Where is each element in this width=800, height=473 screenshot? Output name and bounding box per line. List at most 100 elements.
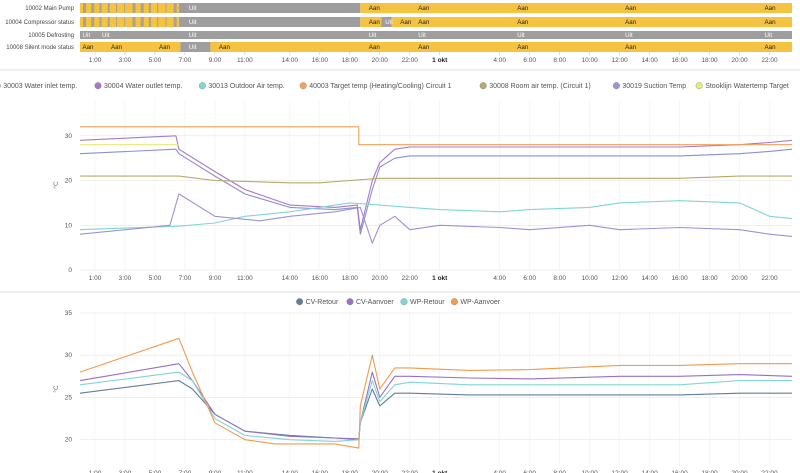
timeline-state-label: Aan xyxy=(517,5,529,12)
timeline-x-tick-label: 22:00 xyxy=(761,57,778,64)
legend-marker[interactable] xyxy=(479,82,487,90)
timeline-state-label: Aan xyxy=(765,44,777,51)
timeline-stripe xyxy=(165,17,167,27)
legend-entry[interactable]: CV-Aanvoer xyxy=(356,299,394,306)
timeline-x-tick-label: 9:00 xyxy=(209,57,222,64)
series-line[interactable] xyxy=(79,200,793,231)
legend-marker[interactable] xyxy=(346,298,354,306)
timeline-state-label: Uit xyxy=(625,32,633,39)
series-line[interactable] xyxy=(79,363,793,440)
timeline-state-label: Aan xyxy=(517,19,529,26)
legend-marker[interactable] xyxy=(299,82,307,90)
timeline-state-label: Aan xyxy=(219,44,231,51)
x-tick-label: 7:00 xyxy=(179,275,192,282)
timeline-stripe xyxy=(140,17,144,27)
timeline-segment xyxy=(360,17,382,27)
series-line[interactable] xyxy=(79,135,793,231)
series-line[interactable] xyxy=(79,337,792,449)
timeline-stripe xyxy=(124,3,126,13)
timeline-segment xyxy=(80,3,179,13)
y-tick-label: 30 xyxy=(65,352,73,359)
timeline-state-label: Uit xyxy=(369,32,377,39)
x-tick-label: 20:00 xyxy=(731,470,748,473)
timeline-stripe xyxy=(148,3,151,13)
timeline-stripe xyxy=(173,3,177,13)
x-tick-label: 14:00 xyxy=(641,470,658,473)
x-tick-label: 1 okt xyxy=(432,275,448,282)
series-line[interactable] xyxy=(79,371,792,442)
timeline-row-label: 10008 Silent mode status xyxy=(6,45,74,51)
legend-marker[interactable] xyxy=(198,82,206,90)
x-tick-label: 1:00 xyxy=(89,470,102,473)
timeline-state-label: Aan xyxy=(517,44,529,51)
timeline-segment xyxy=(360,3,792,13)
x-tick-label: 16:00 xyxy=(312,470,329,473)
timeline-state-label: Aan xyxy=(159,44,171,51)
x-tick-label: 18:00 xyxy=(342,275,359,282)
x-tick-label: 22:00 xyxy=(402,470,419,473)
series-line[interactable] xyxy=(80,175,792,184)
legend-marker[interactable] xyxy=(450,298,458,306)
legend-entry[interactable]: Stooklijn Watertemp Target xyxy=(705,83,789,90)
x-tick-label: 14:00 xyxy=(641,275,658,282)
timeline-segment xyxy=(381,17,392,27)
legend-marker[interactable] xyxy=(695,82,703,90)
timeline-state-label: Aan xyxy=(418,44,430,51)
legend-marker[interactable] xyxy=(0,82,1,89)
temperature-chart-2: CV-Retour CV-Aanvoer WP-Retour WP-Aanvoer 20… xyxy=(52,298,793,473)
timeline-state-label: Uit xyxy=(517,32,525,39)
legend-entry[interactable]: 30008 Room air temp. (Circuit 1) xyxy=(489,83,591,90)
timeline-state-label: Aan xyxy=(82,44,94,51)
timeline-state-label: Aan xyxy=(765,19,777,26)
legend-entry[interactable]: WP-Aanvoer xyxy=(460,299,500,306)
timeline-x-tick-label: 16:00 xyxy=(312,57,329,64)
x-tick-label: 20:00 xyxy=(372,470,389,473)
timeline-stripe xyxy=(107,3,110,13)
legend-marker[interactable] xyxy=(612,82,620,90)
y-tick-label: 25 xyxy=(65,394,73,401)
x-tick-label: 8:00 xyxy=(553,275,566,282)
legend-entry[interactable]: 30013 Outdoor Air temp. xyxy=(208,83,284,90)
legend-entry[interactable]: 30019 Suction Temp xyxy=(622,83,686,90)
series-line[interactable] xyxy=(79,148,793,235)
timeline-stripe xyxy=(91,17,95,27)
legend-entry[interactable]: 30003 Water inlet temp. xyxy=(3,83,77,90)
x-tick-label: 5:00 xyxy=(149,275,162,282)
x-tick-label: 8:00 xyxy=(553,470,566,473)
x-tick-label: 10:00 xyxy=(582,275,599,282)
timeline-x-tick-label: 14:00 xyxy=(641,57,658,64)
timeline-stripe xyxy=(107,17,110,27)
series-line[interactable] xyxy=(79,380,792,441)
timeline-stripe xyxy=(124,17,126,27)
x-tick-label: 6:00 xyxy=(523,275,536,282)
timeline-x-tick-label: 18:00 xyxy=(342,57,359,64)
timeline-stripe xyxy=(132,17,136,27)
timeline-state-label: Aan xyxy=(625,19,637,26)
timeline-state-label: Aan xyxy=(400,19,412,26)
x-tick-label: 16:00 xyxy=(312,275,329,282)
timeline-stripe xyxy=(148,17,151,27)
x-tick-label: 22:00 xyxy=(402,275,419,282)
timeline-state-label: Uit xyxy=(189,32,197,39)
timeline-segment xyxy=(93,31,792,39)
timeline-x-tick-label: 20:00 xyxy=(372,57,389,64)
legend-entry[interactable]: WP-Retour xyxy=(410,299,445,306)
y-axis-label: °C xyxy=(52,385,60,393)
x-tick-label: 16:00 xyxy=(671,275,688,282)
x-tick-label: 18:00 xyxy=(342,470,359,473)
timeline-x-tick-label: 5:00 xyxy=(149,57,162,64)
x-tick-label: 18:00 xyxy=(701,275,718,282)
legend-marker[interactable] xyxy=(94,82,102,90)
x-tick-label: 1 okt xyxy=(432,470,448,473)
legend-entry[interactable]: 40003 Target temp (Heating/Cooling) Circ… xyxy=(309,83,451,90)
legend-marker[interactable] xyxy=(400,298,408,306)
series-line[interactable] xyxy=(80,126,792,146)
legend-entry[interactable]: CV-Retour xyxy=(306,299,339,306)
timeline-x-tick-label: 7:00 xyxy=(179,57,192,64)
timeline-state-label: Uit xyxy=(385,19,393,26)
series-line[interactable] xyxy=(79,193,793,244)
timeline-x-tick-label: 11:00 xyxy=(237,57,253,64)
legend-marker[interactable] xyxy=(296,298,304,306)
legend-entry[interactable]: 30004 Water outlet temp. xyxy=(104,83,182,90)
